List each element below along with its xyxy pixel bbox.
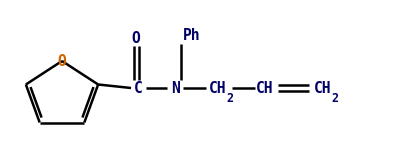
Text: Ph: Ph [183,27,201,42]
Text: N: N [171,81,179,96]
Text: CH: CH [314,81,332,96]
Text: C: C [134,81,142,96]
Text: CH: CH [209,81,227,96]
Text: 2: 2 [226,91,233,105]
Text: O: O [58,54,66,69]
Text: 2: 2 [331,91,338,105]
Text: O: O [132,30,140,46]
Text: CH: CH [256,81,274,96]
